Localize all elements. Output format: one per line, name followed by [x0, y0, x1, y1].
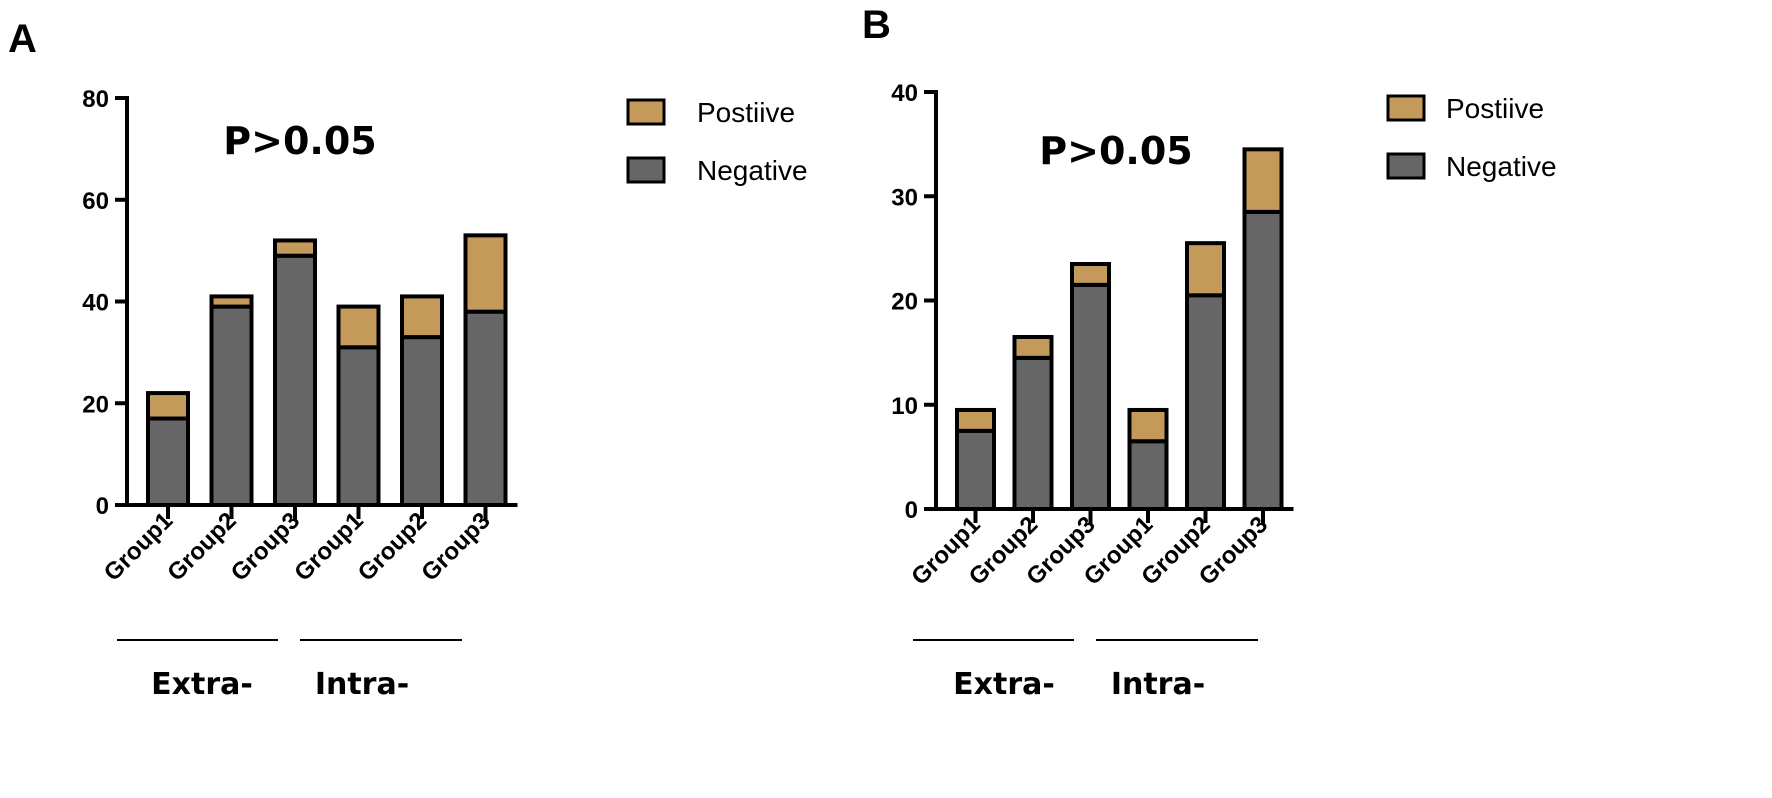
- y-tick-label-a-80: 80: [82, 86, 109, 113]
- bar-postiive-b-6: [1242, 147, 1284, 214]
- bar-negative-a-1: [146, 416, 190, 508]
- bar-postiive-b-4: [1127, 407, 1169, 444]
- y-tick-label-b-0: 0: [905, 497, 918, 524]
- p-value-annotation-a: P>0.05: [223, 119, 376, 163]
- y-ticks-a: 0 20 40 60 80: [82, 86, 127, 520]
- bar-postiive-b-3: [1070, 262, 1111, 287]
- bar-negative-b-6: [1242, 209, 1284, 511]
- legend-label-a-negative: Negative: [697, 155, 808, 186]
- bar-postiive-a-1: [146, 391, 190, 421]
- group-label-b-2: Intra-: [1111, 667, 1205, 702]
- y-tick-label-b-30: 30: [891, 184, 918, 211]
- bars-a: [146, 233, 508, 508]
- bar-postiive-a-3: [273, 238, 317, 258]
- legend-label-a-postiive: Postiive: [697, 97, 795, 128]
- bar-postiive-b-1: [955, 407, 996, 433]
- bar-negative-a-6: [463, 309, 508, 507]
- bar-negative-b-2: [1012, 355, 1054, 511]
- legend-label-b-negative: Negative: [1446, 151, 1557, 182]
- y-tick-label-b-40: 40: [891, 80, 918, 107]
- group-label-a-2: Intra-: [315, 667, 409, 702]
- group-label-b-1: Extra-: [953, 667, 1055, 702]
- panel-letter-b: B: [862, 3, 891, 47]
- bar-negative-a-5: [400, 335, 444, 507]
- group-labels-a: Extra- Intra-: [117, 639, 462, 702]
- legend-swatch-b-negative: [1386, 152, 1426, 180]
- y-tick-label-b-20: 20: [891, 289, 918, 316]
- bar-postiive-b-2: [1012, 334, 1054, 360]
- y-tick-label-a-40: 40: [82, 290, 109, 317]
- y-tick-label-a-0: 0: [96, 493, 109, 520]
- bar-negative-a-3: [273, 253, 317, 507]
- bar-negative-b-1: [955, 428, 996, 511]
- y-ticks-b: 0 10 20 30 40: [891, 80, 936, 524]
- bar-postiive-a-2: [209, 294, 254, 309]
- y-tick-label-a-60: 60: [82, 188, 109, 215]
- panel-letter-a: A: [8, 17, 37, 61]
- bar-negative-b-5: [1185, 293, 1226, 511]
- y-tick-label-a-20: 20: [82, 391, 109, 418]
- bar-negative-a-2: [209, 304, 254, 507]
- bar-postiive-a-5: [400, 294, 444, 340]
- bar-negative-b-4: [1127, 439, 1169, 511]
- group-label-a-1: Extra-: [151, 667, 253, 702]
- legend-a: Postiive Negative: [626, 97, 808, 186]
- bar-negative-a-4: [336, 345, 381, 507]
- legend-swatch-b-postiive: [1386, 94, 1426, 122]
- bar-postiive-a-4: [336, 304, 381, 350]
- y-tick-label-b-10: 10: [891, 393, 918, 420]
- bar-postiive-b-5: [1185, 241, 1226, 298]
- group-labels-b: Extra- Intra-: [913, 639, 1258, 702]
- bar-postiive-a-6: [463, 233, 508, 314]
- legend-label-b-postiive: Postiive: [1446, 93, 1544, 124]
- legend-swatch-a-negative: [626, 156, 666, 184]
- legend-b: Postiive Negative: [1386, 93, 1557, 182]
- p-value-annotation-b: P>0.05: [1039, 129, 1192, 173]
- bar-negative-b-3: [1070, 282, 1111, 511]
- legend-swatch-a-postiive: [626, 98, 666, 126]
- bars-b: [955, 147, 1284, 511]
